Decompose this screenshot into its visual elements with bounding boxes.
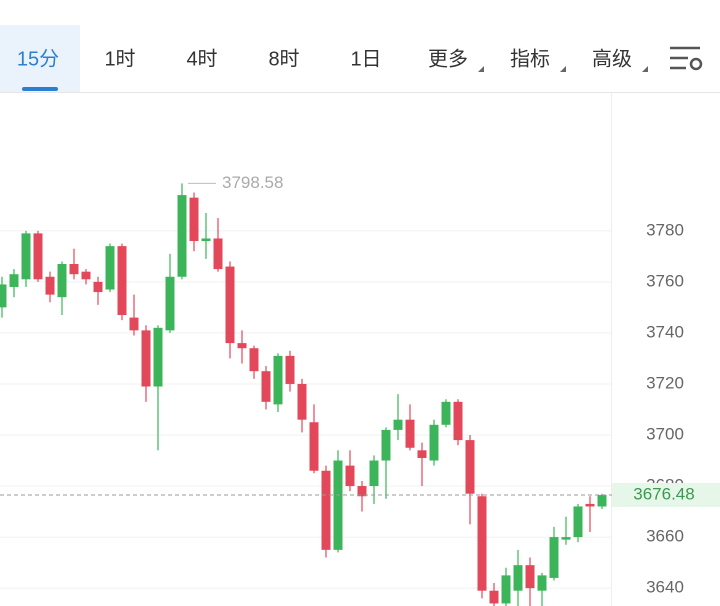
candle-body bbox=[489, 590, 499, 604]
candle-body bbox=[129, 317, 139, 331]
candle-body bbox=[585, 503, 595, 507]
candle-body bbox=[381, 429, 391, 461]
candle-body bbox=[261, 371, 271, 402]
candle-body bbox=[561, 537, 571, 540]
tab[interactable]: 高级 bbox=[592, 47, 632, 70]
candle-body bbox=[285, 355, 295, 384]
candle-body bbox=[477, 496, 487, 591]
candle-body bbox=[237, 343, 247, 349]
tab[interactable]: 指标 bbox=[510, 47, 550, 70]
candle-body bbox=[525, 565, 535, 589]
tab[interactable]: 1日 bbox=[350, 48, 381, 70]
dropdown-arrow bbox=[560, 66, 566, 72]
candle-body bbox=[441, 401, 451, 425]
candle-body bbox=[357, 486, 367, 497]
max-label: 3798.58 bbox=[222, 173, 283, 192]
tab[interactable]: 1时 bbox=[104, 47, 135, 70]
candle-body bbox=[273, 355, 283, 405]
candle-body bbox=[573, 506, 583, 538]
tab[interactable]: 8时 bbox=[268, 47, 299, 70]
candle-body bbox=[33, 233, 43, 280]
candle-body bbox=[297, 383, 307, 420]
candle-body bbox=[333, 460, 343, 550]
candle-body bbox=[465, 440, 475, 494]
dropdown-arrow bbox=[642, 66, 648, 72]
candle-body bbox=[309, 422, 319, 471]
candle-body bbox=[153, 327, 163, 387]
candle-body bbox=[9, 274, 19, 287]
last-price-label: 3676.48 bbox=[633, 485, 694, 504]
candle-body bbox=[81, 271, 91, 280]
candle-body bbox=[105, 246, 115, 290]
tab[interactable]: 15分 bbox=[17, 47, 59, 70]
y-tick-label: 3780 bbox=[646, 220, 684, 239]
tab-underline bbox=[22, 87, 58, 91]
candle-body bbox=[0, 284, 7, 308]
tab[interactable]: 更多 bbox=[428, 47, 468, 70]
candle-body bbox=[249, 348, 259, 372]
candle-body bbox=[189, 197, 199, 242]
candle-body bbox=[429, 424, 439, 461]
candle-body bbox=[549, 537, 559, 578]
y-tick-label: 3700 bbox=[646, 424, 684, 443]
candle-body bbox=[345, 465, 355, 487]
y-tick-label: 3740 bbox=[646, 322, 684, 341]
tab-selected-bg bbox=[0, 25, 80, 92]
candle-body bbox=[69, 264, 79, 275]
y-tick-label: 3760 bbox=[646, 271, 684, 290]
candle-body bbox=[213, 238, 223, 270]
candle-body bbox=[501, 575, 511, 604]
candle-body bbox=[117, 246, 127, 316]
candle-body bbox=[141, 330, 151, 387]
candle-body bbox=[177, 195, 187, 277]
y-tick-label: 3660 bbox=[646, 527, 684, 546]
candle-body bbox=[321, 470, 331, 550]
candle-body bbox=[225, 266, 235, 344]
candle-body bbox=[393, 419, 403, 430]
candle-body bbox=[453, 401, 463, 441]
candle-body bbox=[201, 238, 211, 242]
candle-body bbox=[45, 276, 55, 295]
tab[interactable]: 4时 bbox=[186, 47, 217, 70]
candle-body bbox=[597, 495, 607, 507]
y-tick-label: 3640 bbox=[646, 578, 684, 597]
settings-icon[interactable] bbox=[670, 46, 703, 71]
candle-body bbox=[165, 276, 175, 331]
candle-body bbox=[405, 419, 415, 448]
candle-body bbox=[93, 281, 103, 293]
y-tick-label: 3720 bbox=[646, 373, 684, 392]
candle-body bbox=[417, 450, 427, 458]
candle-body bbox=[57, 264, 67, 298]
candle-body bbox=[21, 233, 31, 280]
candle-body bbox=[369, 460, 379, 487]
dropdown-arrow bbox=[478, 66, 484, 72]
candle-body bbox=[513, 565, 523, 591]
last-price-box bbox=[612, 483, 720, 508]
candle-body bbox=[537, 575, 547, 591]
